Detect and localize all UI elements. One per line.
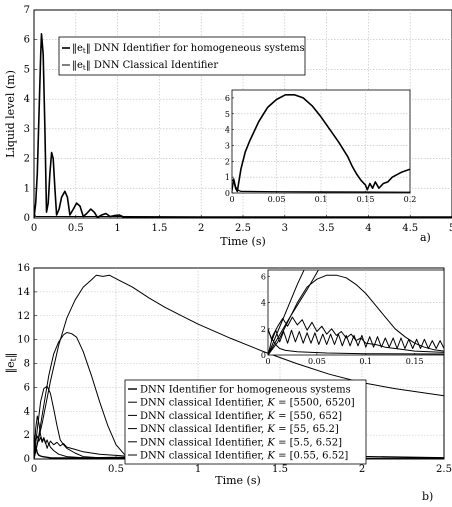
- legend-b-entry-0: DNN Identifier for homogeneous systems: [140, 385, 351, 396]
- panel-a-ytick-label: 0: [24, 213, 30, 224]
- panel-a-inset: 0 0.05 0.1 0.15 0.2 0 1 2 3 4 5 6: [225, 89, 417, 204]
- panel-a-ylabel: Liquid level (m): [4, 70, 17, 158]
- panel-b-inset-series-2-line: [268, 270, 319, 355]
- panel-b-inset-series-5-line: [268, 328, 444, 349]
- panel-a-inset-ytick-label: 6: [225, 94, 230, 103]
- panel-a-xtick-label: 0.5: [68, 223, 84, 234]
- panel-b-xtick-label: 1: [195, 464, 201, 475]
- panel-a-legend-box: [58, 36, 306, 76]
- panel-a-inset-xtick-label: 0.15: [357, 195, 375, 204]
- panel-a-series-1-line: [34, 211, 452, 218]
- panel-a-inset-ytick-label: 0: [225, 189, 230, 198]
- panel-b-series-1-line: [34, 274, 444, 459]
- panel-b-xtick-label: 0.5: [108, 464, 124, 475]
- panel-b-xtick-label: 2.5: [436, 464, 452, 475]
- panel-a-xtick-label: 1.5: [151, 223, 167, 234]
- panel-b-ytick-label: 12: [17, 311, 30, 322]
- panel-b-ytick-label: 8: [24, 359, 30, 370]
- panel-a-ytick-label: 7: [24, 5, 30, 16]
- legend-a-entry-1: ‖et‖ DNN Classical Identifier: [72, 60, 218, 72]
- panel-a-ytick-label: 4: [24, 94, 30, 105]
- panel-b-series-5-line: [34, 434, 444, 459]
- panel-a-inset-series-1-line: [232, 178, 410, 193]
- legend-b-entry-5: DNN classical Identifier, K = [0.55, 6.5…: [140, 451, 348, 462]
- panel-a-inset-ytick-label: 1: [225, 173, 230, 182]
- panel-b-ytick-label: 14: [17, 287, 30, 298]
- panel-b-ytick-label: 2: [24, 430, 30, 441]
- panel-b-inset-xtick-label: 0: [265, 357, 270, 366]
- panel-a-inset-ytick-label: 2: [225, 157, 230, 166]
- panel-b-xtick-label: 2: [359, 464, 365, 475]
- panel-b-xlabel: Time (s): [215, 474, 261, 487]
- panel-a-xtick-label: 3: [282, 223, 288, 234]
- panel-b-inset-xtick-label: 0.05: [308, 357, 326, 366]
- panel-b: 0 0.5 1 1.5 2 2.5 0 2 4 6 8 10 12 14 16 Time (s) ‖et‖…: [4, 263, 452, 503]
- panel-a-inset-xtick-label: 0: [229, 195, 234, 204]
- panel-a-inset-xtick-label: 0.05: [268, 195, 286, 204]
- panel-a-ytick-label: 6: [24, 35, 30, 46]
- panel-a-ytick-label: 1: [24, 183, 30, 194]
- panel-b-inset-xtick-label: 0.1: [359, 357, 372, 366]
- panel-b-inset: 0 0.05 0.1 0.15 0 2 4 6: [261, 269, 445, 366]
- panel-b-inset-xtick-label: 0.15: [406, 357, 424, 366]
- panel-b-series-3-line: [34, 385, 444, 459]
- panel-b-inset-ytick-label: 6: [261, 273, 266, 282]
- panel-b-inset-ytick-label: 2: [261, 325, 266, 334]
- panel-a-inset-ytick-label: 5: [225, 110, 230, 119]
- panel-a-xtick-label: 1: [114, 223, 120, 234]
- panel-a-xtick-label: 4: [365, 223, 371, 234]
- legend-b-entry-4: DNN classical Identifier, K = [5.5, 6.52…: [140, 437, 342, 448]
- panel-b-ytick-label: 10: [17, 335, 30, 346]
- panel-b-xtick-label: 1.5: [272, 464, 288, 475]
- panel-a-inset-xtick-label: 0.2: [404, 195, 417, 204]
- panel-b-ylabel: ‖et‖: [4, 353, 18, 374]
- panel-a-inset-ytick-label: 4: [225, 126, 230, 135]
- panel-a-legend: ‖et‖ DNN Identifier for homogeneous syst…: [58, 36, 306, 76]
- panel-b-legend: DNN Identifier for homogeneous systems DN…: [124, 379, 367, 465]
- panel-b-legend-box: [124, 379, 367, 465]
- panel-a-inset-ytick-label: 3: [225, 141, 230, 150]
- panel-a-label: a): [420, 231, 431, 244]
- panel-b-series-4-line: [34, 415, 444, 459]
- panel-b-inset-series-1-line: [268, 270, 305, 355]
- panel-a-xtick-label: 4.5: [402, 223, 418, 234]
- panel-b-ytick-label: 0: [24, 454, 30, 465]
- panel-a-xlabel: Time (s): [220, 235, 266, 248]
- panel-b-inset-ytick-label: 0: [261, 351, 266, 360]
- legend-b-entry-3: DNN classical Identifier, K = [55, 65.2]: [140, 424, 339, 435]
- panel-a-ytick-label: 5: [24, 64, 30, 75]
- panel-a-xtick-label: 3.5: [319, 223, 335, 234]
- legend-b-entry-1: DNN classical Identifier, K = [5500, 652…: [140, 398, 355, 409]
- panel-a-xtick-label: 0: [31, 223, 37, 234]
- legend-a-entry-0: ‖et‖ DNN Identifier for homogeneous syst…: [72, 43, 305, 55]
- panel-b-label: b): [422, 490, 433, 503]
- panel-a-inset-series-0-line: [232, 94, 410, 193]
- panel-b-ytick-label: 6: [24, 382, 30, 393]
- legend-b-entry-2: DNN classical Identifier, K = [550, 652]: [140, 411, 342, 422]
- panel-a-xtick-label: 2.5: [235, 223, 251, 234]
- panel-a-inset-xtick-label: 0.1: [315, 195, 328, 204]
- panel-b-inset-ytick-label: 4: [261, 299, 266, 308]
- panel-a-xtick-label: 5: [449, 223, 452, 234]
- panel-a-ytick-label: 2: [24, 154, 30, 165]
- panel-a-ytick-label: 3: [24, 124, 30, 135]
- panel-b-ytick-label: 4: [24, 406, 30, 417]
- panel-b-xtick-label: 0: [31, 464, 37, 475]
- panel-b-ytick-label: 16: [17, 263, 30, 274]
- panel-a-xtick-label: 2: [198, 223, 204, 234]
